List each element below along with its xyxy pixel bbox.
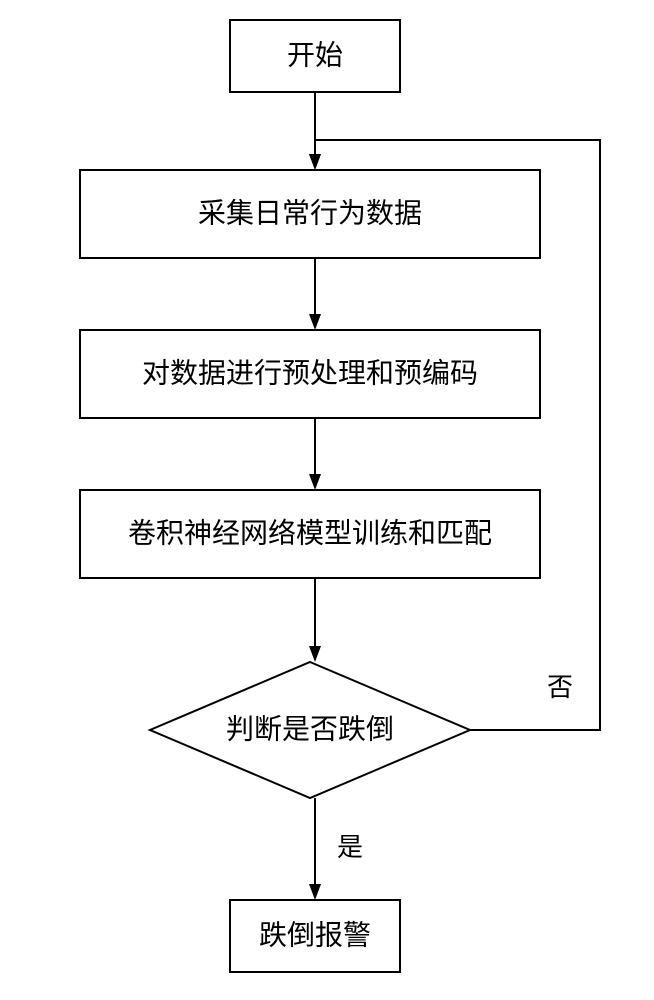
- node-label: 采集日常行为数据: [198, 197, 422, 229]
- node-label: 对数据进行预处理和预编码: [142, 357, 478, 389]
- node-label: 卷积神经网络模型训练和匹配: [128, 517, 492, 549]
- arrowhead: [309, 884, 321, 900]
- node-alarm: 跌倒报警: [230, 900, 400, 972]
- node-start: 开始: [230, 20, 400, 92]
- arrowhead: [309, 474, 321, 490]
- arrowhead: [309, 314, 321, 330]
- edge: [309, 578, 321, 662]
- node-label: 跌倒报警: [259, 919, 371, 951]
- edge-label: 是: [337, 833, 363, 862]
- edge: 是: [309, 798, 363, 900]
- node-cnn: 卷积神经网络模型训练和匹配: [80, 490, 540, 578]
- node-label: 判断是否跌倒: [226, 713, 394, 745]
- edge-label: 否: [547, 673, 573, 702]
- nodes: 开始采集日常行为数据对数据进行预处理和预编码卷积神经网络模型训练和匹配判断是否跌…: [80, 20, 540, 972]
- arrowhead: [309, 646, 321, 662]
- arrowhead: [309, 154, 321, 170]
- node-label: 开始: [287, 39, 343, 71]
- edge: [309, 258, 321, 330]
- edge: [309, 418, 321, 490]
- node-prep: 对数据进行预处理和预编码: [80, 330, 540, 418]
- node-collect: 采集日常行为数据: [80, 170, 540, 258]
- node-decide: 判断是否跌倒: [150, 662, 470, 798]
